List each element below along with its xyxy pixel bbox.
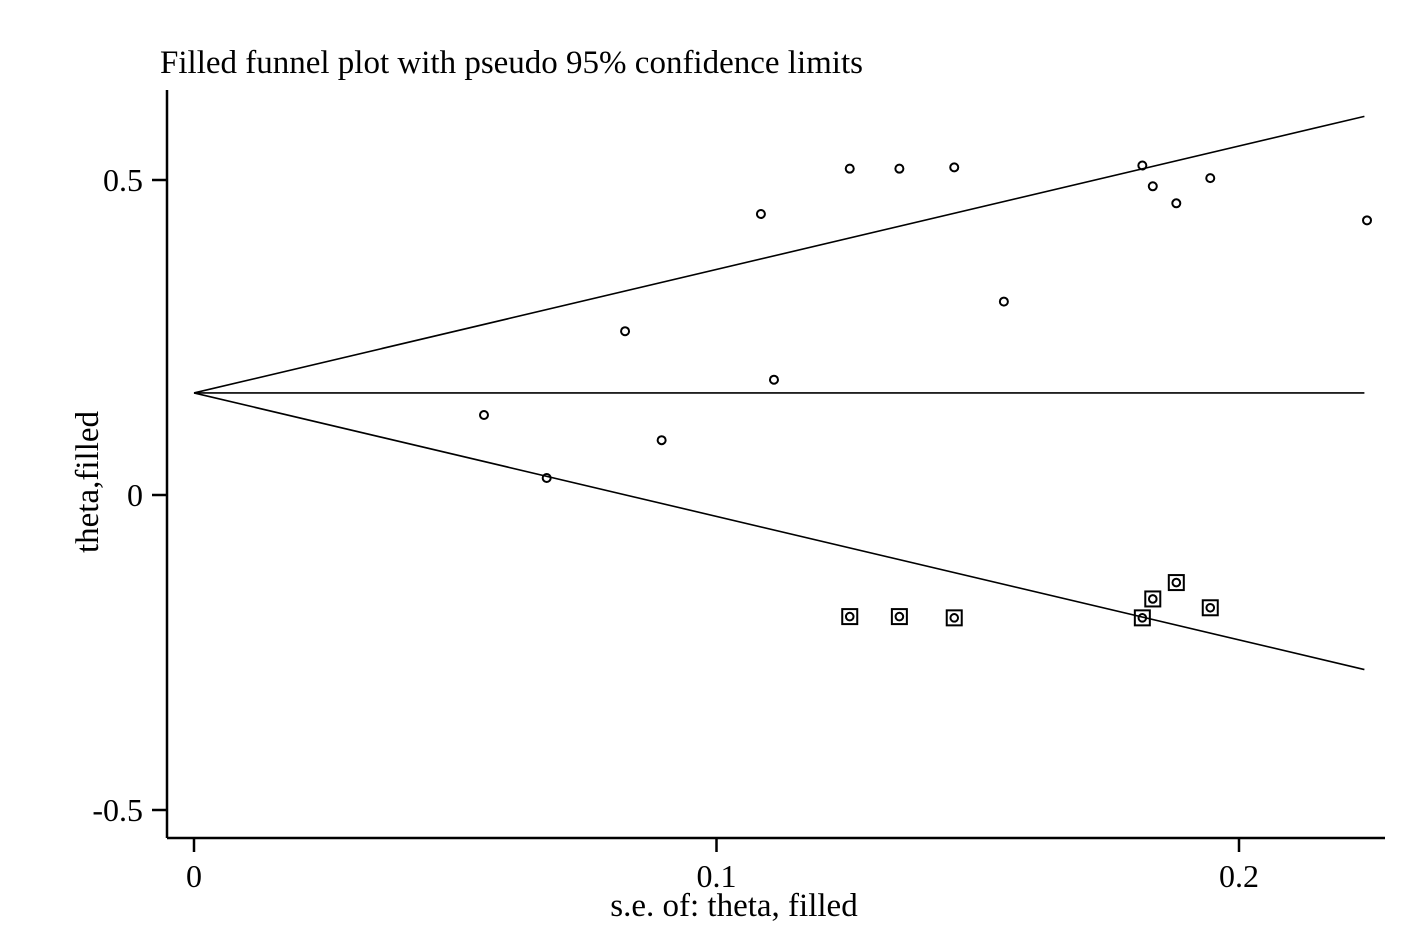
circle-marker: [949, 613, 960, 623]
filled-study-marker: [841, 608, 859, 626]
study-point-marker: [478, 409, 489, 420]
study-point-marker: [768, 374, 779, 385]
circle-marker: [1137, 613, 1148, 623]
y-tick-label: 0: [127, 477, 143, 513]
study-point-marker: [1171, 198, 1182, 209]
square-marker: [1167, 574, 1185, 592]
filled-study-marker: [1133, 609, 1151, 627]
x-tick-label: 0.1: [697, 858, 737, 894]
filled-study-marker: [1144, 590, 1162, 608]
y-tick-label: 0.5: [103, 162, 143, 198]
study-point-marker: [844, 163, 855, 174]
y-axis-ticks: 0.5 0 -0.5: [92, 162, 167, 828]
chart-title: Filled funnel plot with pseudo 95% confi…: [160, 45, 863, 81]
study-point-marker: [620, 326, 631, 337]
upper-confidence-limit-line: [193, 115, 1365, 394]
study-point-marker: [949, 162, 960, 173]
circle-marker: [1205, 602, 1216, 613]
study-point-marker: [541, 472, 552, 483]
y-axis-label: theta,filled: [70, 410, 106, 553]
data-markers: [478, 160, 1373, 627]
square-marker: [1144, 590, 1162, 608]
study-point-marker: [998, 296, 1009, 307]
study-point-marker: [1362, 215, 1373, 226]
circle-marker: [894, 611, 905, 622]
study-point-marker: [1205, 173, 1216, 184]
study-point-marker: [755, 209, 766, 220]
circle-marker: [1171, 577, 1182, 588]
study-point-marker: [1137, 160, 1148, 171]
study-point-marker: [656, 435, 667, 446]
square-marker: [945, 609, 963, 627]
x-tick-label: 0.2: [1219, 858, 1259, 894]
filled-study-marker: [1201, 599, 1219, 617]
funnel-lines: [193, 115, 1365, 671]
square-marker: [841, 608, 859, 626]
circle-marker: [844, 611, 855, 622]
study-point-marker: [894, 163, 905, 174]
square-marker: [1201, 599, 1219, 617]
filled-study-marker: [890, 608, 908, 626]
x-axis-label: s.e. of: theta, filled: [610, 888, 858, 924]
filled-study-marker: [1167, 574, 1185, 592]
x-axis-ticks: 0 0.1 0.2: [186, 838, 1259, 894]
y-tick-label: -0.5: [92, 792, 143, 828]
x-tick-label: 0: [186, 858, 202, 894]
study-point-marker: [1147, 181, 1158, 192]
square-marker: [1133, 609, 1151, 627]
square-marker: [890, 608, 908, 626]
filled-study-marker: [945, 609, 963, 627]
circle-marker: [1147, 594, 1158, 604]
lower-confidence-limit-line: [193, 392, 1365, 671]
